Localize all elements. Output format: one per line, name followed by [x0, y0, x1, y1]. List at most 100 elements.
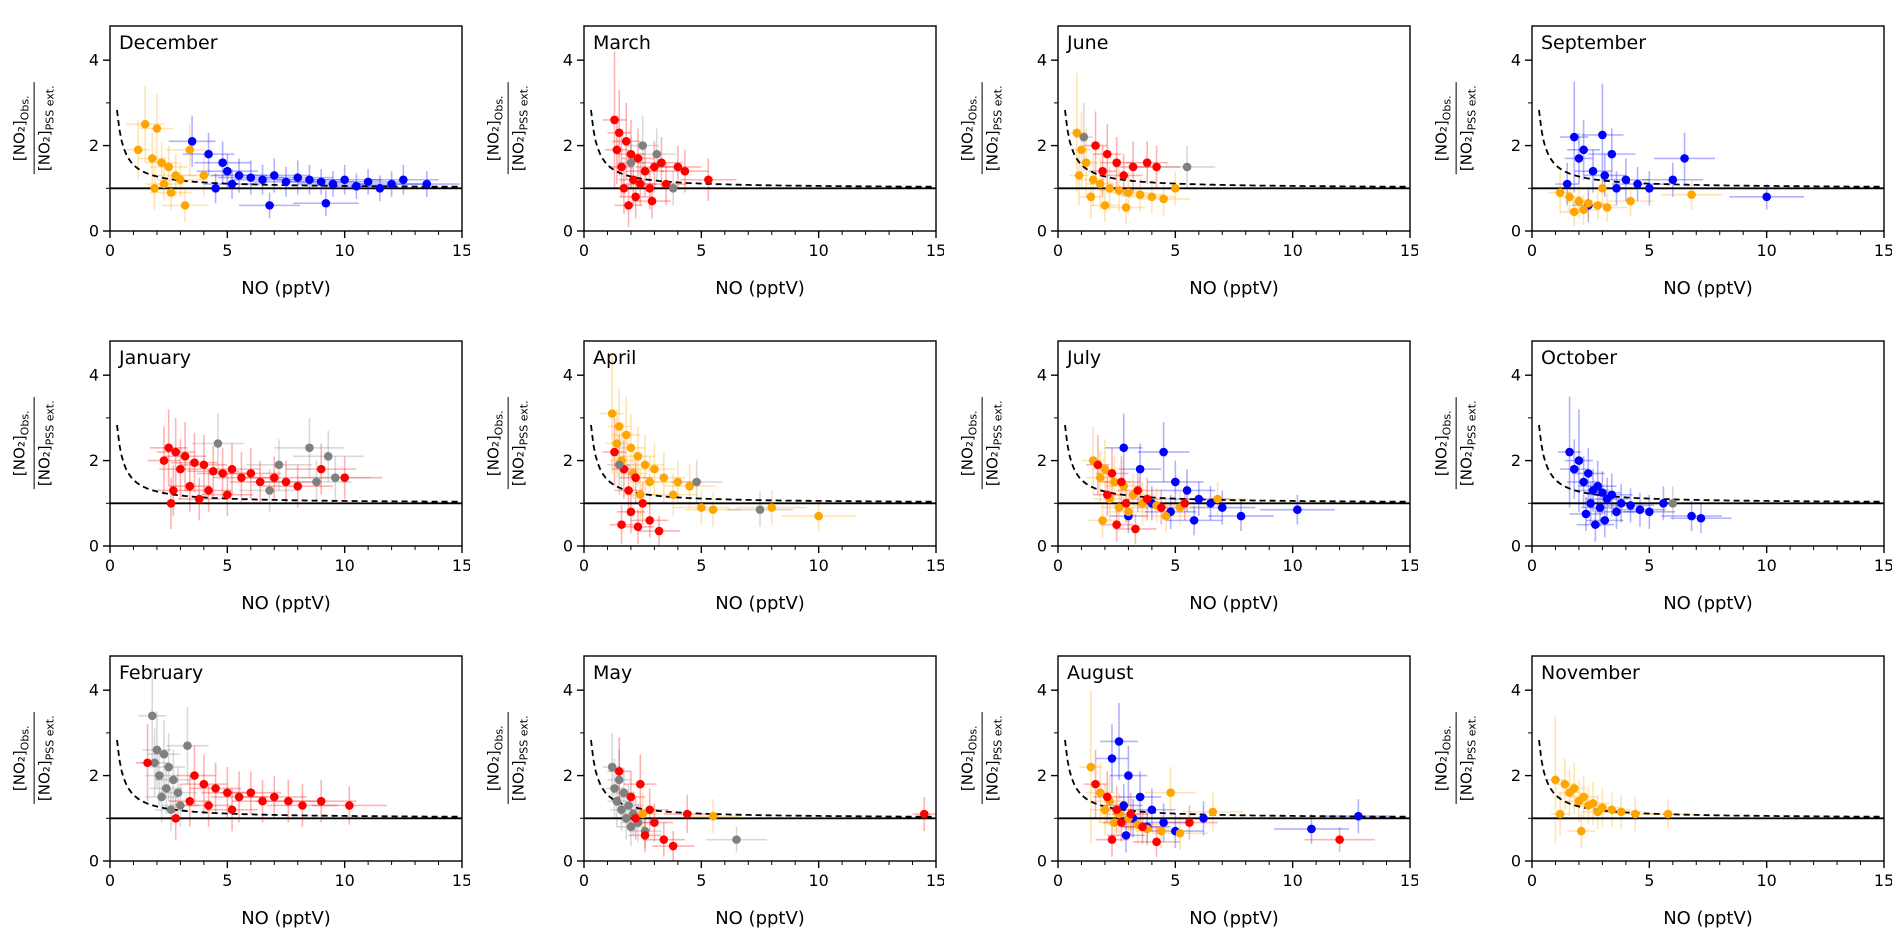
plot-area [584, 51, 936, 227]
svg-text:4: 4 [1037, 681, 1047, 700]
markers-red [143, 758, 354, 823]
svg-text:4: 4 [1511, 366, 1521, 385]
subplot-april: [NO₂]Obs. [NO₂]PSS ext. 0 5 10 15 0 2 4 NO (ppt… [476, 315, 950, 630]
axis-major-ticks [103, 689, 463, 868]
svg-text:10: 10 [1756, 871, 1776, 890]
markers-red [1091, 141, 1161, 180]
y-axis-denominator: [NO₂]PSS ext. [1457, 400, 1479, 487]
svg-text:15: 15 [1874, 556, 1892, 575]
markers-orange [1551, 775, 1673, 836]
y-axis-denominator: [NO₂]PSS ext. [1457, 715, 1479, 802]
svg-text:0: 0 [89, 537, 99, 556]
error-bars-orange [1067, 72, 1202, 225]
subplot-february: [NO₂]Obs. [NO₂]PSS ext. 0 5 10 15 0 2 4 NO (ppt… [2, 630, 476, 945]
y-axis-denominator: [NO₂]PSS ext. [509, 715, 531, 802]
x-axis-label: NO (pptV) [715, 593, 805, 614]
svg-text:5: 5 [696, 871, 706, 890]
svg-text:4: 4 [89, 681, 99, 700]
svg-text:4: 4 [563, 681, 573, 700]
axis-minor-ticks [106, 102, 440, 235]
y-axis-label: [NO₂]Obs. [NO₂]PSS ext. [2, 16, 66, 301]
plot-area [1532, 81, 1884, 227]
scatter-plot-november: 0 5 10 15 0 2 4 NO (pptV) November [1511, 655, 1892, 929]
svg-text:2: 2 [1037, 451, 1047, 470]
plot-area [1058, 72, 1410, 225]
pss-extended-curve [1538, 109, 1884, 188]
panel-title: September [1541, 32, 1646, 54]
svg-text:15: 15 [926, 871, 944, 890]
y-axis-numerator: [NO₂]Obs. [958, 397, 983, 490]
svg-text:5: 5 [696, 241, 706, 260]
svg-text:2: 2 [1037, 136, 1047, 155]
y-axis-label: [NO₂]Obs. [NO₂]PSS ext. [950, 331, 1014, 616]
plot-area [1532, 715, 1884, 849]
svg-text:0: 0 [563, 537, 573, 556]
y-axis-numerator: [NO₂]Obs. [1432, 397, 1457, 490]
svg-text:4: 4 [89, 51, 99, 70]
x-axis-label: NO (pptV) [1189, 593, 1279, 614]
svg-text:4: 4 [1037, 51, 1047, 70]
svg-text:0: 0 [579, 556, 589, 575]
x-axis-label: NO (pptV) [1189, 278, 1279, 299]
svg-text:5: 5 [222, 556, 232, 575]
svg-text:2: 2 [89, 451, 99, 470]
y-axis-label: [NO₂]Obs. [NO₂]PSS ext. [950, 16, 1014, 301]
svg-text:10: 10 [1282, 241, 1302, 260]
markers-orange [1555, 183, 1696, 217]
y-axis-numerator: [NO₂]Obs. [484, 397, 509, 490]
axis-major-ticks [1525, 59, 1885, 238]
x-axis-label: NO (pptV) [715, 908, 805, 929]
panel-title: January [118, 347, 191, 369]
axis-minor-ticks [106, 417, 440, 550]
markers-gray [213, 439, 340, 495]
pss-extended-curve [1538, 424, 1884, 503]
y-axis-label: [NO₂]Obs. [NO₂]PSS ext. [476, 646, 540, 931]
panel-title: February [119, 662, 203, 684]
y-axis-label: [NO₂]Obs. [NO₂]PSS ext. [476, 16, 540, 301]
svg-text:15: 15 [1400, 241, 1418, 260]
y-axis-numerator: [NO₂]Obs. [10, 712, 35, 805]
svg-text:10: 10 [1282, 871, 1302, 890]
scatter-plot-december: 0 5 10 15 0 2 4 NO (pptV) December [89, 25, 470, 299]
svg-text:10: 10 [1756, 556, 1776, 575]
plot-area [1058, 413, 1410, 544]
svg-text:4: 4 [563, 51, 573, 70]
error-bars-blue [1104, 413, 1335, 536]
markers-orange [1072, 128, 1180, 212]
svg-text:10: 10 [808, 241, 828, 260]
panel-title: March [593, 32, 651, 54]
axis-major-ticks [1525, 374, 1885, 553]
y-axis-denominator: [NO₂]PSS ext. [35, 85, 57, 172]
svg-text:0: 0 [105, 241, 115, 260]
pss-extended-curve [116, 424, 462, 503]
panel-title: October [1541, 347, 1617, 369]
markers-orange [1088, 456, 1222, 525]
svg-text:5: 5 [696, 556, 706, 575]
y-axis-label: [NO₂]Obs. [NO₂]PSS ext. [1424, 646, 1488, 931]
plot-area [110, 668, 462, 840]
markers-red [614, 767, 929, 851]
svg-text:15: 15 [1874, 241, 1892, 260]
svg-text:0: 0 [1053, 556, 1063, 575]
axes-box [1531, 340, 1885, 547]
tick-labels: 0 5 10 15 0 2 4 [563, 366, 944, 575]
axes-box [1531, 25, 1885, 232]
markers-red [610, 115, 713, 210]
axes-box [583, 655, 937, 862]
svg-text:0: 0 [1511, 852, 1521, 871]
pss-extended-curve [116, 109, 462, 188]
svg-text:2: 2 [563, 766, 573, 785]
y-axis-fraction: [NO₂]Obs. [NO₂]PSS ext. [1432, 82, 1480, 175]
y-axis-fraction: [NO₂]Obs. [NO₂]PSS ext. [1432, 397, 1480, 490]
axis-minor-ticks [1054, 417, 1388, 550]
axis-major-ticks [577, 689, 937, 868]
subplot-december: [NO₂]Obs. [NO₂]PSS ext. 0 5 10 15 0 2 4 NO (ppt… [2, 0, 476, 315]
markers-red [1093, 460, 1190, 534]
svg-text:4: 4 [1511, 681, 1521, 700]
tick-labels: 0 5 10 15 0 2 4 [1037, 681, 1418, 890]
y-axis-fraction: [NO₂]Obs. [NO₂]PSS ext. [958, 82, 1006, 175]
scatter-plot-august: 0 5 10 15 0 2 4 NO (pptV) August [1037, 655, 1418, 929]
svg-text:0: 0 [563, 222, 573, 241]
svg-text:10: 10 [334, 556, 354, 575]
